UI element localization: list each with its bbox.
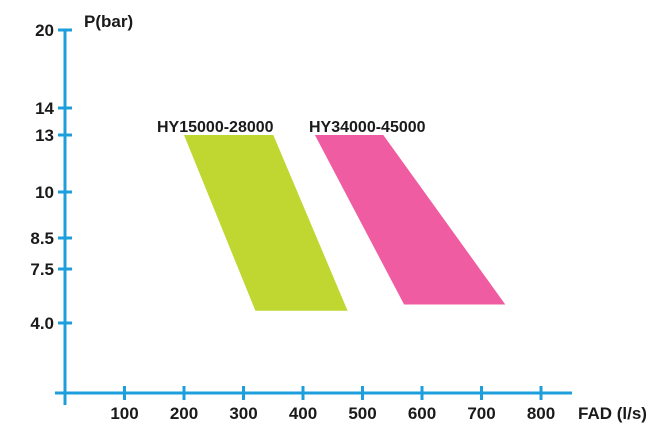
region-hy34000-45000 [314,135,506,305]
x-tick-label: 200 [170,404,198,423]
y-axis-title: P(bar) [84,12,133,31]
y-tick-label: 10 [35,183,54,202]
x-tick-label: 100 [110,404,138,423]
chart-regions [184,135,506,311]
y-tick-label: 20 [35,21,54,40]
x-tick-label: 400 [289,404,317,423]
x-tick-label: 600 [408,404,436,423]
y-tick-label: 7.5 [30,260,54,279]
region-hy15000-28000 [184,135,348,311]
x-tick-label: 500 [348,404,376,423]
x-axis-title: FAD (l/s) [578,404,647,423]
region-label-hy34000-45000: HY34000-45000 [309,119,426,136]
region-label-hy15000-28000: HY15000-28000 [157,119,274,136]
chart-axes [55,30,572,405]
y-tick-label: 8.5 [30,229,54,248]
x-tick-label: 800 [527,404,555,423]
y-tick-label: 13 [35,126,54,145]
chart-ticks: 100 200 300 400 500 600 700 800 4.0 7.5 8.5 10 13 14 2… [30,21,555,423]
y-tick-label: 4.0 [30,314,54,333]
x-tick-label: 700 [467,404,495,423]
chart-labels: HY15000-28000 HY34000-45000 [157,119,426,136]
y-tick-label: 14 [35,99,54,118]
x-tick-label: 300 [229,404,257,423]
